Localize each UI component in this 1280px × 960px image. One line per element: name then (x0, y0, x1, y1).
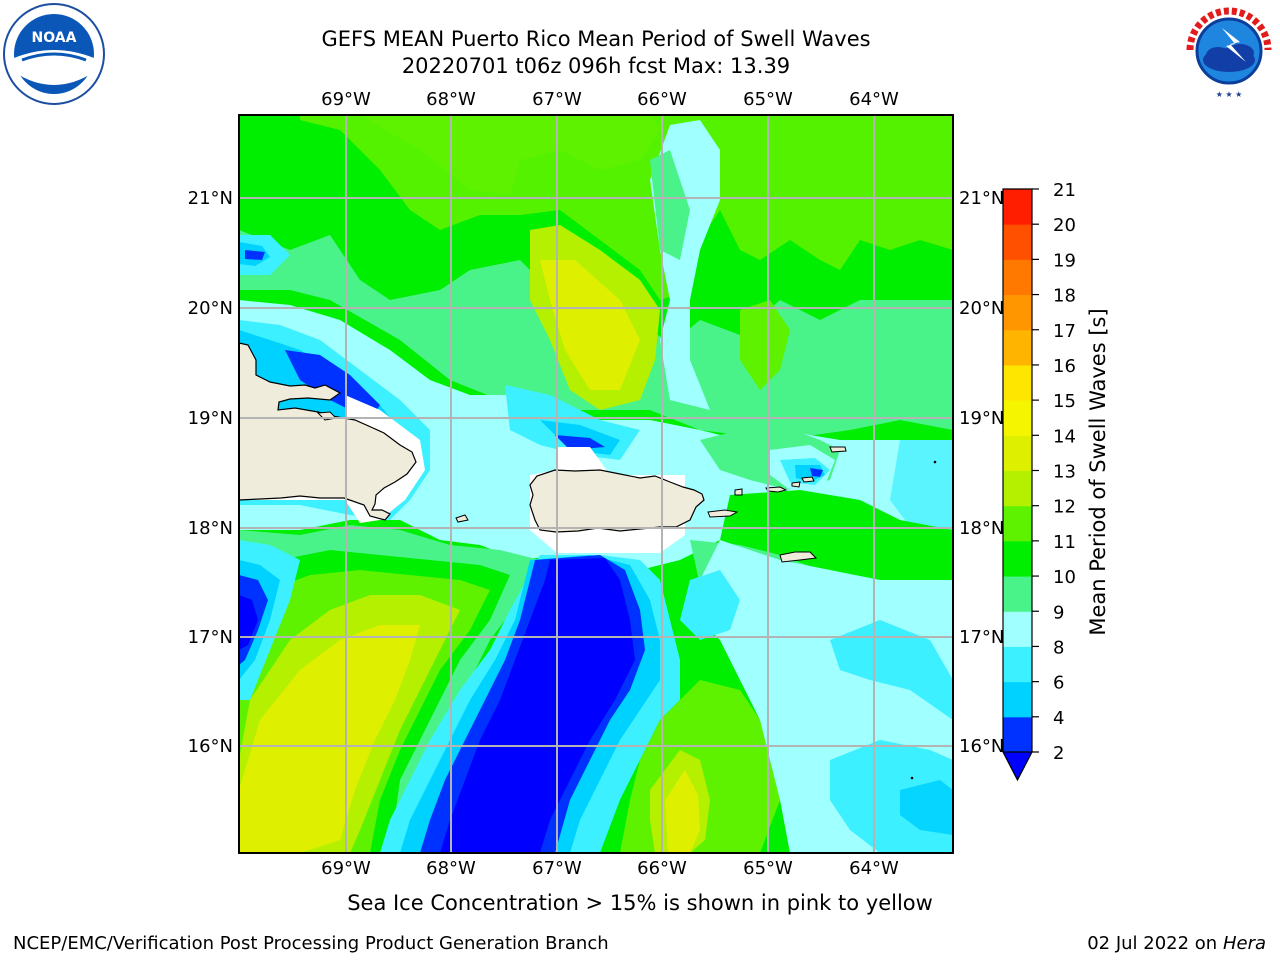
colorbar-tick-label: 20 (1053, 215, 1076, 236)
lat-tick-label-left: 17°N (188, 627, 233, 648)
map-title: GEFS MEAN Puerto Rico Mean Period of Swe… (321, 27, 871, 51)
colorbar-segment (1003, 576, 1032, 612)
lat-tick-label-right: 18°N (959, 518, 1004, 539)
lat-tick-label-left: 19°N (188, 408, 233, 429)
credit-date-text: 02 Jul 2022 on (1087, 933, 1223, 954)
lat-tick-label-left: 16°N (188, 736, 233, 757)
nws-logo: ★ ★ ★ (1181, 3, 1277, 99)
noaa-logo: NOAA (3, 3, 105, 105)
svg-text:★ ★ ★: ★ ★ ★ (1216, 90, 1243, 99)
colorbar-segment (1003, 540, 1032, 577)
swell-period-field (239, 115, 953, 853)
colorbar-tick-label: 9 (1053, 602, 1064, 623)
colorbar-tick-label: 8 (1053, 637, 1064, 658)
colorbar-segment (1003, 364, 1032, 401)
colorbar-segment (1003, 294, 1032, 331)
lat-tick-label-right: 16°N (959, 736, 1004, 757)
colorbar-tick-label: 21 (1053, 180, 1076, 201)
colorbar-segment (1003, 470, 1032, 507)
colorbar-segment (1003, 505, 1032, 542)
lon-tick-label-bottom: 65°W (743, 858, 793, 879)
colorbar-tick-label: 11 (1053, 532, 1076, 553)
colorbar-segment (1003, 400, 1032, 436)
longitude-labels-bottom: 69°W 68°W 67°W 66°W 65°W 64°W (321, 858, 899, 879)
credit-date: 02 Jul 2022 on Hera (1087, 933, 1266, 954)
lon-tick-label-top: 66°W (637, 89, 687, 110)
colorbar-segment (1003, 259, 1032, 296)
colorbar-extend-min (1002, 751, 1033, 782)
colorbar-tick-label: 13 (1053, 462, 1076, 483)
lon-tick-label-top: 69°W (321, 89, 371, 110)
colorbar-segment (1003, 646, 1032, 683)
lon-tick-label-bottom: 68°W (426, 858, 476, 879)
colorbar-tick-label: 15 (1053, 391, 1076, 412)
lon-tick-label-top: 68°W (426, 89, 476, 110)
sea-ice-caption: Sea Ice Concentration > 15% is shown in … (347, 891, 933, 915)
map-subtitle: 20220701 t06z 096h fcst Max: 13.39 (401, 54, 791, 78)
colorbar-tick-label: 16 (1053, 356, 1076, 377)
lat-tick-label-left: 20°N (188, 298, 233, 319)
lon-tick-label-bottom: 64°W (849, 858, 899, 879)
lat-tick-label-right: 17°N (959, 627, 1004, 648)
noaa-logo-text: NOAA (32, 30, 77, 46)
colorbar-segment (1003, 716, 1032, 753)
colorbar-segment (1003, 435, 1032, 471)
lat-tick-label-right: 20°N (959, 298, 1004, 319)
credit-machine: Hera (1222, 933, 1266, 954)
colorbar-tick-label: 12 (1053, 497, 1076, 518)
lat-tick-label-left: 21°N (188, 188, 233, 209)
credit-branch: NCEP/EMC/Verification Post Processing Pr… (13, 933, 609, 954)
colorbar-tick-label: 10 (1053, 567, 1076, 588)
colorbar-tick-label: 4 (1053, 708, 1064, 729)
lat-tick-label-left: 18°N (188, 518, 233, 539)
colorbar-tick-label: 17 (1053, 321, 1076, 342)
lon-tick-label-top: 64°W (849, 89, 899, 110)
latitude-labels-left: 21°N 20°N 19°N 18°N 17°N 16°N (188, 188, 233, 757)
colorbar-tick-label: 6 (1053, 673, 1064, 694)
lat-tick-label-right: 19°N (959, 408, 1004, 429)
map-frame (238, 114, 954, 854)
lat-tick-label-right: 21°N (959, 188, 1004, 209)
colorbar-label: Mean Period of Swell Waves [s] (1086, 308, 1110, 635)
colorbar-tick-label: 18 (1053, 286, 1076, 307)
colorbar-tick-label: 2 (1053, 743, 1064, 764)
colorbar: 2 4 6 8 9 10 11 12 13 14 15 16 17 18 19 20 21 (1002, 180, 1076, 782)
colorbar-segment (1003, 329, 1032, 366)
lon-tick-label-top: 65°W (743, 89, 793, 110)
longitude-labels-top: 69°W 68°W 67°W 66°W 65°W 64°W (321, 89, 899, 110)
lon-tick-label-bottom: 69°W (321, 858, 371, 879)
colorbar-tick-label: 19 (1053, 250, 1076, 271)
colorbar-tick-label: 14 (1053, 426, 1076, 447)
latitude-labels-right: 21°N 20°N 19°N 18°N 17°N 16°N (959, 188, 1004, 757)
lon-tick-label-bottom: 66°W (637, 858, 687, 879)
colorbar-segment (1003, 681, 1032, 718)
colorbar-segment (1003, 224, 1032, 260)
lon-tick-label-top: 67°W (532, 89, 582, 110)
lon-tick-label-bottom: 67°W (532, 858, 582, 879)
colorbar-segment (1003, 611, 1032, 647)
colorbar-segment (1003, 189, 1032, 225)
